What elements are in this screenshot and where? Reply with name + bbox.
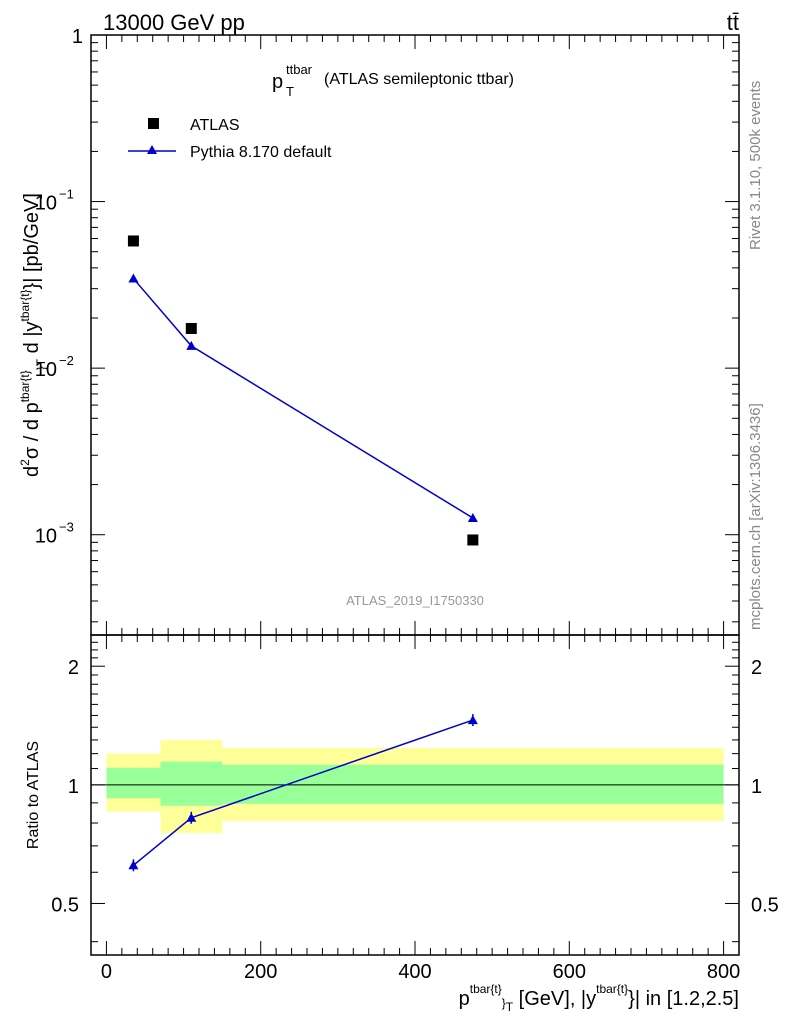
y-tick-exponent: −1 bbox=[59, 187, 74, 202]
analysis-watermark: ATLAS_2019_I1750330 bbox=[346, 593, 484, 608]
x-tick-label: 200 bbox=[244, 961, 277, 983]
rivet-version-label: Rivet 3.1.10, 500k events bbox=[747, 81, 764, 250]
y-tick-exponent: −2 bbox=[59, 353, 74, 368]
x-tick-label: 0 bbox=[101, 961, 112, 983]
ratio-point bbox=[128, 860, 139, 870]
ratio-point bbox=[186, 812, 197, 822]
stat-uncertainty-band bbox=[160, 761, 223, 806]
legend-pythia-marker bbox=[147, 145, 157, 154]
plot-title-subscript: T bbox=[286, 84, 294, 99]
y-tick-label: 1 bbox=[72, 26, 83, 48]
atlas-point bbox=[185, 322, 197, 334]
ratio-y-tick-label: 0.5 bbox=[51, 894, 79, 916]
ratio-y-tick-label-right: 0.5 bbox=[751, 894, 779, 916]
ratio-plot-ticks bbox=[91, 635, 739, 955]
legend-atlas-marker bbox=[148, 118, 159, 129]
pythia-point bbox=[128, 273, 139, 283]
pythia-line bbox=[132, 278, 474, 519]
ratio-plot-data bbox=[128, 714, 478, 872]
ratio-plot-panel: 0.5 0.51 12 2 0 200 400 600 800 Ratio to ATLAS … bbox=[25, 634, 779, 1014]
ratio-uncertainty-bands bbox=[106, 739, 724, 833]
header-energy-label: 13000 GeV pp bbox=[103, 10, 245, 35]
ratio-y-tick-label: 1 bbox=[68, 776, 79, 798]
x-tick-label: 400 bbox=[398, 961, 431, 983]
legend-pythia-label: Pythia 8.170 default bbox=[190, 144, 332, 161]
legend-atlas-label: ATLAS bbox=[190, 117, 240, 134]
main-plot-ticks bbox=[91, 34, 739, 635]
pythia-point bbox=[186, 340, 197, 350]
atlas-point bbox=[467, 534, 479, 546]
ratio-y-axis-title: Ratio to ATLAS bbox=[25, 741, 42, 849]
x-tick-label: 800 bbox=[707, 961, 740, 983]
y-tick-label: 10 bbox=[35, 526, 57, 548]
plot-title-superscript: ttbar bbox=[286, 62, 313, 77]
legend: ATLAS Pythia 8.170 default bbox=[128, 117, 332, 161]
pythia-point bbox=[467, 512, 478, 522]
main-y-axis-title: d2σ / d ptbar{t}}T d |ytbar{t}}| [pb/GeV… bbox=[18, 193, 48, 477]
ratio-y-tick-label: 2 bbox=[68, 657, 79, 679]
main-plot-frame bbox=[90, 34, 740, 636]
atlas-point bbox=[127, 235, 139, 247]
stat-uncertainty-band bbox=[222, 764, 724, 804]
mcplots-reference-label: mcplots.cern.ch [arXiv:1306.3436] bbox=[747, 403, 764, 630]
ratio-plot-y-tick-labels: 0.5 0.5 1 1 2 2 bbox=[51, 657, 779, 916]
main-plot-panel: 110−110−210−3 p ttbar T (ATLAS semilepto… bbox=[18, 26, 740, 636]
ratio-plot-x-tick-labels: 0 200 400 600 800 bbox=[101, 961, 740, 983]
main-plot-data bbox=[127, 235, 479, 546]
main-y-axis-title-text: d2σ / d ptbar{t}}T d |ytbar{t}}| [pb/GeV… bbox=[18, 193, 48, 477]
y-tick-label: 10 bbox=[35, 359, 57, 381]
stat-uncertainty-band bbox=[106, 767, 161, 799]
plot-title: (ATLAS semileptonic ttbar) bbox=[324, 71, 514, 88]
ratio-point bbox=[467, 715, 478, 725]
ratio-y-tick-label-right: 1 bbox=[751, 776, 762, 798]
x-tick-label: 600 bbox=[553, 961, 586, 983]
ratio-y-tick-label-right: 2 bbox=[751, 657, 762, 679]
header-process-label: tt̄ bbox=[727, 10, 739, 35]
x-axis-title: ptbar{t}}T [GeV], |ytbar{t}}| in [1.2,2.… bbox=[459, 982, 739, 1014]
plot-title-variable: p bbox=[272, 71, 283, 93]
main-plot-y-tick-labels: 110−110−210−3 bbox=[35, 26, 83, 548]
y-tick-exponent: −3 bbox=[59, 520, 74, 535]
y-tick-label: 10 bbox=[35, 193, 57, 215]
